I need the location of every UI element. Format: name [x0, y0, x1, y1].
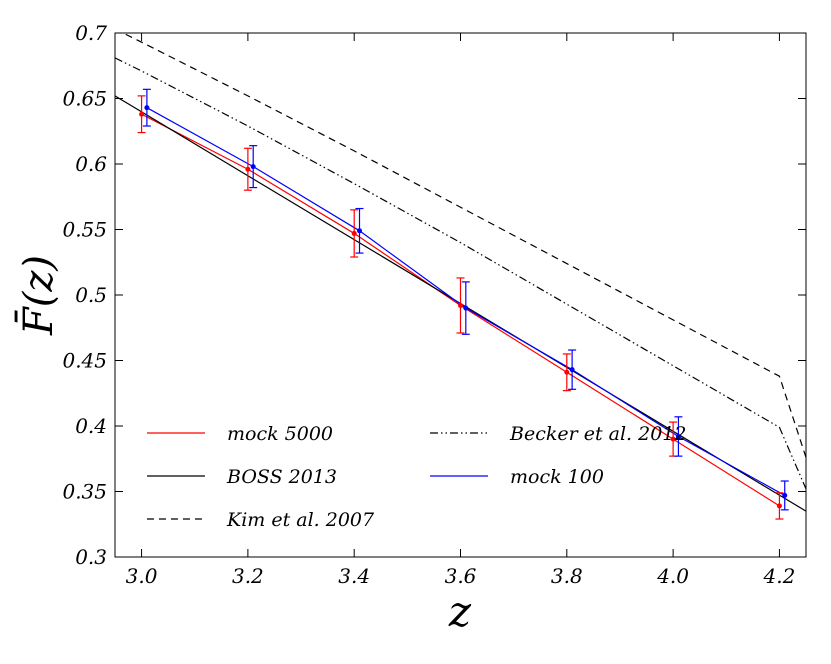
data-point-mock-100 — [463, 305, 469, 311]
x-tick-label: 3.6 — [445, 564, 477, 588]
legend-item-kim-et-al-2007: Kim et al. 2007 — [147, 509, 375, 531]
data-point-mock-5000 — [245, 166, 251, 172]
y-tick-label: 0.55 — [62, 218, 107, 242]
data-point-mock-5000 — [564, 369, 570, 375]
x-axis-title: z — [448, 587, 472, 636]
legend-item-becker-et-al-2012: Becker et al. 2012 — [430, 423, 686, 445]
series-line-becker-et-al-2012 — [115, 57, 806, 490]
legend-label: Becker et al. 2012 — [509, 423, 686, 445]
series-layer — [115, 33, 806, 512]
y-tick-label: 0.6 — [75, 152, 107, 176]
data-point-mock-100 — [675, 433, 681, 439]
errorbar-layer — [137, 88, 789, 520]
y-tick-label: 0.35 — [62, 480, 107, 504]
x-tick-label: 3.2 — [232, 564, 264, 588]
legend-item-mock-5000: mock 5000 — [147, 423, 333, 445]
data-point-mock-100 — [357, 228, 363, 234]
data-point-mock-5000 — [351, 230, 357, 236]
legend-label: Kim et al. 2007 — [226, 509, 375, 531]
legend-item-mock-100: mock 100 — [430, 466, 604, 488]
data-point-mock-5000 — [670, 436, 676, 442]
legend: mock 5000 BOSS 2013 Kim et al. 2007 Becker … — [147, 423, 686, 531]
data-point-mock-5000 — [139, 111, 145, 117]
legend-label: mock 5000 — [227, 423, 333, 445]
y-axis-title: F̄(z) — [15, 255, 62, 336]
x-tick-label: 4.0 — [656, 564, 689, 588]
y-tick-label: 0.65 — [62, 87, 107, 111]
x-tick-label: 3.4 — [338, 564, 370, 588]
ticks-layer: 3.0 3.2 3.4 3.6 3.8 4.0 4.2 0.3 0.35 0.4 0.45 0.5 0.… — [62, 21, 806, 588]
data-point-mock-100 — [144, 105, 150, 111]
data-point-mock-5000 — [458, 302, 463, 308]
data-point-mock-100 — [569, 367, 575, 373]
y-tick-label: 0.4 — [75, 414, 107, 438]
y-tick-label: 0.5 — [75, 283, 107, 307]
y-tick-label: 0.3 — [75, 545, 107, 569]
y-tick-label: 0.7 — [75, 21, 107, 45]
y-tick-label: 0.45 — [62, 349, 107, 373]
legend-label: BOSS 2013 — [226, 466, 337, 488]
data-point-mock-100 — [782, 492, 788, 498]
series-line-kim-et-al-2007 — [121, 33, 806, 458]
legend-item-boss-2013: BOSS 2013 — [147, 466, 337, 488]
legend-label: mock 100 — [510, 466, 604, 488]
x-tick-label: 4.2 — [763, 564, 796, 588]
data-point-mock-5000 — [776, 503, 782, 509]
x-tick-label: 3.8 — [551, 564, 583, 588]
data-point-mock-100 — [250, 164, 256, 170]
x-tick-label: 3.0 — [126, 564, 158, 588]
